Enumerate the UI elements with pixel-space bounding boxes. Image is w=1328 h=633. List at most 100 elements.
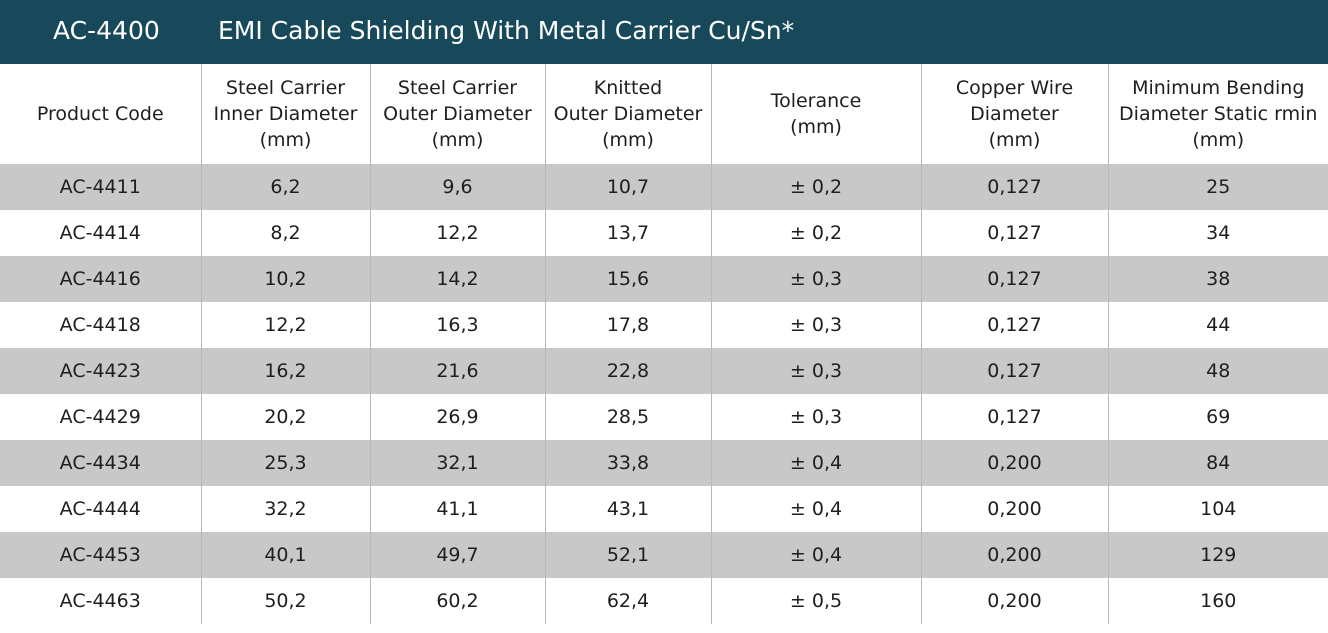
table-row: AC-4416 10,2 14,2 15,6 ± 0,3 0,127 38	[0, 256, 1328, 302]
col-outer-diameter-cell: 12,2	[369, 210, 545, 256]
col-inner-diameter-cell: 40,1	[200, 532, 370, 578]
series-title: EMI Cable Shielding With Metal Carrier C…	[218, 16, 795, 45]
col-copper-wire-diameter-header: Copper Wire Diameter (mm)	[920, 64, 1108, 164]
col-tolerance-cell: ± 0,4	[710, 440, 921, 486]
col-knitted-outer-diameter-cell: 33,8	[544, 440, 711, 486]
table-row: AC-4418 12,2 16,3 17,8 ± 0,3 0,127 44	[0, 302, 1328, 348]
col-knitted-outer-diameter-cell: 17,8	[544, 302, 711, 348]
table-header: Product Code Steel Carrier Inner Diameter (…	[0, 64, 1328, 164]
col-copper-wire-diameter-cell: 0,127	[920, 210, 1108, 256]
table-row: AC-4453 40,1 49,7 52,1 ± 0,4 0,200 129	[0, 532, 1328, 578]
header-row: Product Code Steel Carrier Inner Diameter (…	[0, 64, 1328, 164]
header-line: Outer Diameter	[383, 103, 532, 125]
col-copper-wire-diameter-cell: 0,200	[920, 440, 1108, 486]
title-bar: AC-4400 EMI Cable Shielding With Metal C…	[0, 0, 1328, 64]
col-inner-diameter-cell: 10,2	[200, 256, 370, 302]
col-copper-wire-diameter-cell: 0,200	[920, 532, 1108, 578]
col-outer-diameter-cell: 60,2	[369, 578, 545, 624]
col-min-bending-diameter-cell: 38	[1107, 256, 1328, 302]
col-inner-diameter-cell: 32,2	[200, 486, 370, 532]
header-line: Diameter Static rmin	[1119, 103, 1318, 125]
header-line: Inner Diameter	[213, 103, 358, 125]
header-line: (mm)	[1192, 129, 1245, 151]
header-line: Diameter	[970, 103, 1059, 125]
header-line: (mm)	[790, 116, 842, 138]
col-inner-diameter-cell: 50,2	[200, 578, 370, 624]
col-product-code-cell: AC-4423	[0, 348, 201, 394]
col-knitted-outer-diameter-cell: 10,7	[544, 164, 711, 210]
col-knitted-outer-diameter-cell: 52,1	[544, 532, 711, 578]
col-product-code-cell: AC-4414	[0, 210, 201, 256]
col-tolerance-cell: ± 0,3	[710, 256, 921, 302]
col-product-code-header: Product Code	[0, 64, 201, 164]
header-line: Knitted	[593, 77, 663, 99]
col-copper-wire-diameter-cell: 0,127	[920, 348, 1108, 394]
header-line: (mm)	[602, 129, 654, 151]
header-line: (mm)	[431, 129, 484, 151]
col-product-code-cell: AC-4444	[0, 486, 201, 532]
col-outer-diameter-header: Steel Carrier Outer Diameter (mm)	[369, 64, 545, 164]
col-inner-diameter-cell: 20,2	[200, 394, 370, 440]
col-min-bending-diameter-cell: 48	[1107, 348, 1328, 394]
col-outer-diameter-cell: 49,7	[369, 532, 545, 578]
table-row: AC-4434 25,3 32,1 33,8 ± 0,4 0,200 84	[0, 440, 1328, 486]
table-row: AC-4411 6,2 9,6 10,7 ± 0,2 0,127 25	[0, 164, 1328, 210]
header-line: (mm)	[259, 129, 312, 151]
col-knitted-outer-diameter-cell: 43,1	[544, 486, 711, 532]
col-copper-wire-diameter-cell: 0,127	[920, 302, 1108, 348]
header-line: Tolerance	[770, 90, 862, 112]
spec-table: Product Code Steel Carrier Inner Diameter (…	[0, 64, 1328, 624]
col-tolerance-cell: ± 0,5	[710, 578, 921, 624]
table-row: AC-4463 50,2 60,2 62,4 ± 0,5 0,200 160	[0, 578, 1328, 624]
col-outer-diameter-cell: 9,6	[369, 164, 545, 210]
header-line: Product Code	[36, 103, 164, 125]
col-tolerance-cell: ± 0,3	[710, 394, 921, 440]
col-tolerance-cell: ± 0,2	[710, 210, 921, 256]
col-product-code-cell: AC-4411	[0, 164, 201, 210]
col-min-bending-diameter-cell: 34	[1107, 210, 1328, 256]
col-min-bending-diameter-cell: 69	[1107, 394, 1328, 440]
header-line: Steel Carrier	[225, 77, 346, 99]
col-product-code-cell: AC-4418	[0, 302, 201, 348]
col-tolerance-cell: ± 0,3	[710, 302, 921, 348]
col-copper-wire-diameter-cell: 0,127	[920, 256, 1108, 302]
col-knitted-outer-diameter-cell: 22,8	[544, 348, 711, 394]
col-outer-diameter-cell: 16,3	[369, 302, 545, 348]
table-body: AC-4411 6,2 9,6 10,7 ± 0,2 0,127 25 AC-4414 8,2 1…	[0, 164, 1328, 624]
table-row: AC-4429 20,2 26,9 28,5 ± 0,3 0,127 69	[0, 394, 1328, 440]
col-product-code-cell: AC-4429	[0, 394, 201, 440]
col-outer-diameter-cell: 21,6	[369, 348, 545, 394]
col-min-bending-diameter-cell: 104	[1107, 486, 1328, 532]
col-min-bending-diameter-cell: 25	[1107, 164, 1328, 210]
col-copper-wire-diameter-cell: 0,127	[920, 394, 1108, 440]
col-knitted-outer-diameter-cell: 62,4	[544, 578, 711, 624]
header-line: Outer Diameter	[553, 103, 703, 125]
col-min-bending-diameter-cell: 160	[1107, 578, 1328, 624]
col-outer-diameter-cell: 32,1	[369, 440, 545, 486]
col-min-bending-diameter-cell: 84	[1107, 440, 1328, 486]
header-line: Minimum Bending	[1132, 77, 1305, 99]
col-tolerance-cell: ± 0,3	[710, 348, 921, 394]
col-tolerance-cell: ± 0,4	[710, 532, 921, 578]
col-outer-diameter-cell: 26,9	[369, 394, 545, 440]
col-product-code-cell: AC-4434	[0, 440, 201, 486]
header-line: Steel Carrier	[397, 77, 518, 99]
col-copper-wire-diameter-cell: 0,127	[920, 164, 1108, 210]
col-tolerance-header: Tolerance (mm)	[710, 64, 921, 164]
table-row: AC-4444 32,2 41,1 43,1 ± 0,4 0,200 104	[0, 486, 1328, 532]
col-inner-diameter-cell: 16,2	[200, 348, 370, 394]
col-inner-diameter-cell: 12,2	[200, 302, 370, 348]
col-product-code-cell: AC-4453	[0, 532, 201, 578]
col-inner-diameter-cell: 25,3	[200, 440, 370, 486]
col-product-code-cell: AC-4416	[0, 256, 201, 302]
col-tolerance-cell: ± 0,4	[710, 486, 921, 532]
table-row: AC-4414 8,2 12,2 13,7 ± 0,2 0,127 34	[0, 210, 1328, 256]
header-line: (mm)	[988, 129, 1041, 151]
col-min-bending-diameter-cell: 44	[1107, 302, 1328, 348]
series-code: AC-4400	[53, 16, 160, 45]
col-outer-diameter-cell: 14,2	[369, 256, 545, 302]
col-inner-diameter-header: Steel Carrier Inner Diameter (mm)	[200, 64, 370, 164]
header-line: Copper Wire	[955, 77, 1074, 99]
col-min-bending-diameter-header: Minimum Bending Diameter Static rmin (mm)	[1107, 64, 1328, 164]
